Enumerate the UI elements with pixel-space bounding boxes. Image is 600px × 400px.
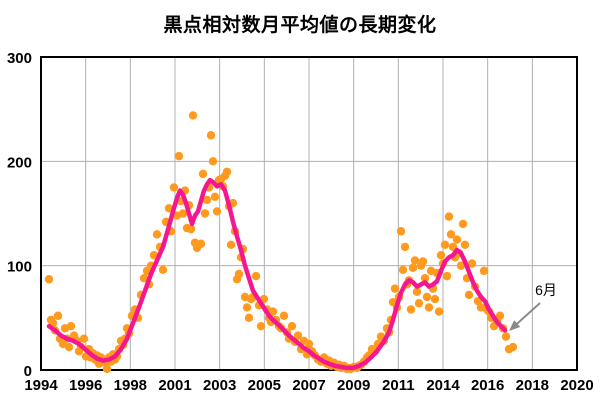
data-point	[440, 240, 450, 249]
data-point	[102, 364, 112, 374]
annotation-june-label: 6月	[535, 282, 557, 298]
data-point	[152, 230, 162, 239]
annotation-arrow	[509, 302, 541, 331]
data-point	[53, 311, 63, 320]
data-point	[422, 292, 432, 302]
data-point	[420, 273, 430, 283]
data-point	[208, 157, 218, 166]
x-tick-1996: 1996	[69, 377, 102, 394]
data-point	[178, 209, 188, 218]
data-point	[293, 331, 303, 340]
data-point	[408, 263, 418, 272]
x-tick-2016: 2016	[471, 377, 504, 394]
data-point	[400, 242, 410, 252]
data-point	[464, 290, 474, 300]
data-point	[434, 307, 444, 316]
data-point	[169, 183, 179, 192]
data-point	[226, 240, 236, 249]
x-tick-1998: 1998	[114, 377, 147, 394]
data-point	[64, 342, 74, 352]
data-point	[287, 321, 297, 331]
data-point	[508, 342, 518, 352]
y-tick-0: 0	[24, 363, 32, 380]
annotation-label: 6月	[535, 282, 557, 298]
data-point	[398, 265, 408, 275]
x-tick-2018: 2018	[516, 377, 549, 394]
data-point	[186, 224, 196, 234]
data-point	[430, 294, 440, 304]
x-tick-2020: 2020	[560, 377, 593, 394]
data-point	[206, 131, 216, 140]
data-point	[418, 257, 428, 266]
data-point	[244, 313, 254, 323]
data-point	[174, 151, 184, 161]
data-point	[66, 321, 76, 331]
x-tick-1994: 1994	[24, 377, 58, 394]
data-point	[460, 240, 470, 249]
x-tick-2005: 2005	[248, 377, 281, 394]
data-point	[242, 303, 252, 312]
data-point	[458, 219, 468, 229]
data-point	[406, 305, 416, 314]
data-point	[251, 271, 261, 281]
x-tick-2001: 2001	[158, 377, 191, 394]
data-point	[390, 284, 400, 293]
data-point	[442, 271, 452, 281]
data-point	[234, 269, 244, 279]
data-point	[456, 261, 466, 270]
data-point	[79, 334, 89, 343]
data-point	[467, 259, 477, 268]
data-point	[501, 332, 511, 341]
data-point	[396, 227, 406, 236]
chart-title: 黒点相対数月平均値の長期変化	[163, 15, 437, 36]
data-point	[256, 321, 266, 331]
data-point	[412, 287, 422, 296]
y-axis-tick-labels: 0 100 200 300	[7, 50, 32, 380]
data-point	[202, 195, 212, 205]
data-point	[268, 307, 278, 316]
data-point	[212, 207, 222, 216]
data-point	[222, 167, 232, 176]
y-tick-200: 200	[7, 154, 32, 171]
x-axis-tick-labels: 1994 1996 1998 2001 2003 2005 2007 2009 2011 2014…	[24, 377, 593, 394]
data-point	[188, 111, 198, 120]
y-tick-300: 300	[7, 50, 32, 67]
data-point	[495, 311, 505, 320]
data-point	[200, 209, 210, 218]
data-point	[444, 212, 454, 221]
scatter-points	[44, 111, 518, 374]
data-point	[210, 192, 220, 202]
data-point	[198, 169, 208, 179]
y-tick-100: 100	[7, 259, 32, 276]
data-point	[304, 339, 314, 349]
data-point	[410, 256, 420, 265]
data-point	[436, 251, 446, 260]
data-point	[446, 230, 456, 239]
data-point	[196, 239, 206, 248]
smoothed-trend-line	[46, 177, 508, 371]
x-tick-2009: 2009	[337, 377, 370, 394]
plot-frame	[40, 56, 578, 371]
data-point	[279, 311, 289, 320]
data-point	[452, 235, 462, 244]
data-point	[424, 303, 434, 312]
x-tick-2011: 2011	[382, 377, 415, 394]
x-tick-2007: 2007	[292, 377, 325, 394]
data-point	[44, 275, 54, 284]
data-point	[414, 299, 424, 308]
data-point	[139, 273, 149, 283]
x-tick-2014: 2014	[426, 377, 460, 394]
x-tick-2003: 2003	[203, 377, 236, 394]
data-point	[479, 266, 489, 276]
data-point	[158, 265, 168, 275]
